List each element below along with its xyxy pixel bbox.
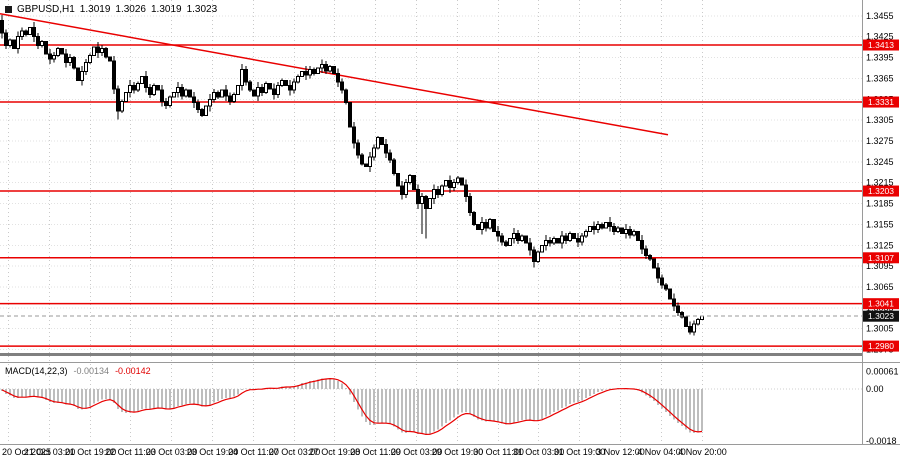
time-tick-label: 28 Oct 11:00 [350,447,401,457]
level-badge [863,340,899,352]
level-badge [863,252,899,264]
time-tick-label: 22 Oct 11:00 [105,447,156,457]
price-tick-label: 1.3395 [866,53,894,63]
macd-signal-line [1,377,703,436]
time-tick-label: 21 Oct 03:00 [24,447,76,457]
time-tick-label: 31 Oct 19:00 [554,447,606,457]
level-badge-label: 1.3413 [868,40,894,50]
price-tick-label: 1.3155 [866,219,894,229]
price-tick-label: 1.3245 [866,157,894,167]
time-tick-label: 4 Nov 20:00 [678,447,727,457]
macd-tick-label: -0.0018 [866,436,897,446]
level-badge [863,298,899,310]
time-tick-label: 20 Oct 2025 [2,447,51,457]
level-badge-label: 1.3041 [868,299,894,309]
price-tick-label: 1.3275 [866,136,894,146]
price-tick-label: 1.3365 [866,73,894,83]
price-tick-label: 1.3125 [866,240,894,250]
level-badge-label: 1.3331 [868,97,894,107]
current-price-badge-label: 1.3023 [868,311,894,321]
price-tick-label: 1.3065 [866,282,894,292]
time-tick-label: 29 Oct 19:00 [432,447,484,457]
candles-layer [0,15,704,336]
price-tick-label: 1.3455 [866,11,894,21]
hgrid-layer [0,15,862,351]
time-tick-label: 29 Oct 03:00 [391,447,443,457]
level-badge-label: 1.3107 [868,253,894,263]
price-tick-label: 1.3215 [866,178,894,188]
time-tick-label: 23 Oct 03:00 [146,447,198,457]
time-tick-label: 30 Oct 11:00 [473,447,524,457]
price-tick-label: 1.3305 [866,115,894,125]
time-tick-label: 31 Oct 03:00 [513,447,565,457]
macd-tick-label: 0.00 [866,384,884,394]
macd-axis[interactable]: 0.00061 0.00 -0.0018 [866,366,899,446]
time-tick-label: 21 Oct 19:00 [65,447,117,457]
time-tick-label: 3 Nov 12:00 [596,447,645,457]
price-tick-label: 1.3425 [866,32,894,42]
trendline[interactable] [0,12,669,136]
price-tick-label: 1.3095 [866,261,894,271]
current-price-badge [863,310,899,322]
time-tick-label: 4 Nov 04:00 [637,447,686,457]
macd-tick-label: 0.00061 [866,366,899,376]
price-tick-label: 1.3185 [866,199,894,209]
level-badge [863,185,899,197]
level-badge-label: 1.2980 [868,341,894,351]
level-badge-label: 1.3203 [868,186,894,196]
time-tick-label: 23 Oct 19:00 [187,447,239,457]
level-lines[interactable] [0,44,862,356]
time-tick-label: 27 Oct 19:00 [309,447,361,457]
price-badges: 1.3413 1.3331 1.3203 1.3107 1.3041 1.2980 1.30… [863,39,899,352]
level-badge [863,39,899,51]
time-tick-label: 24 Oct 11:00 [228,447,279,457]
macd-histogram [1,378,703,436]
price-tick-label: 1.3005 [866,324,894,334]
time-tick-label: 27 Oct 03:00 [269,447,321,457]
level-badge [863,96,899,108]
